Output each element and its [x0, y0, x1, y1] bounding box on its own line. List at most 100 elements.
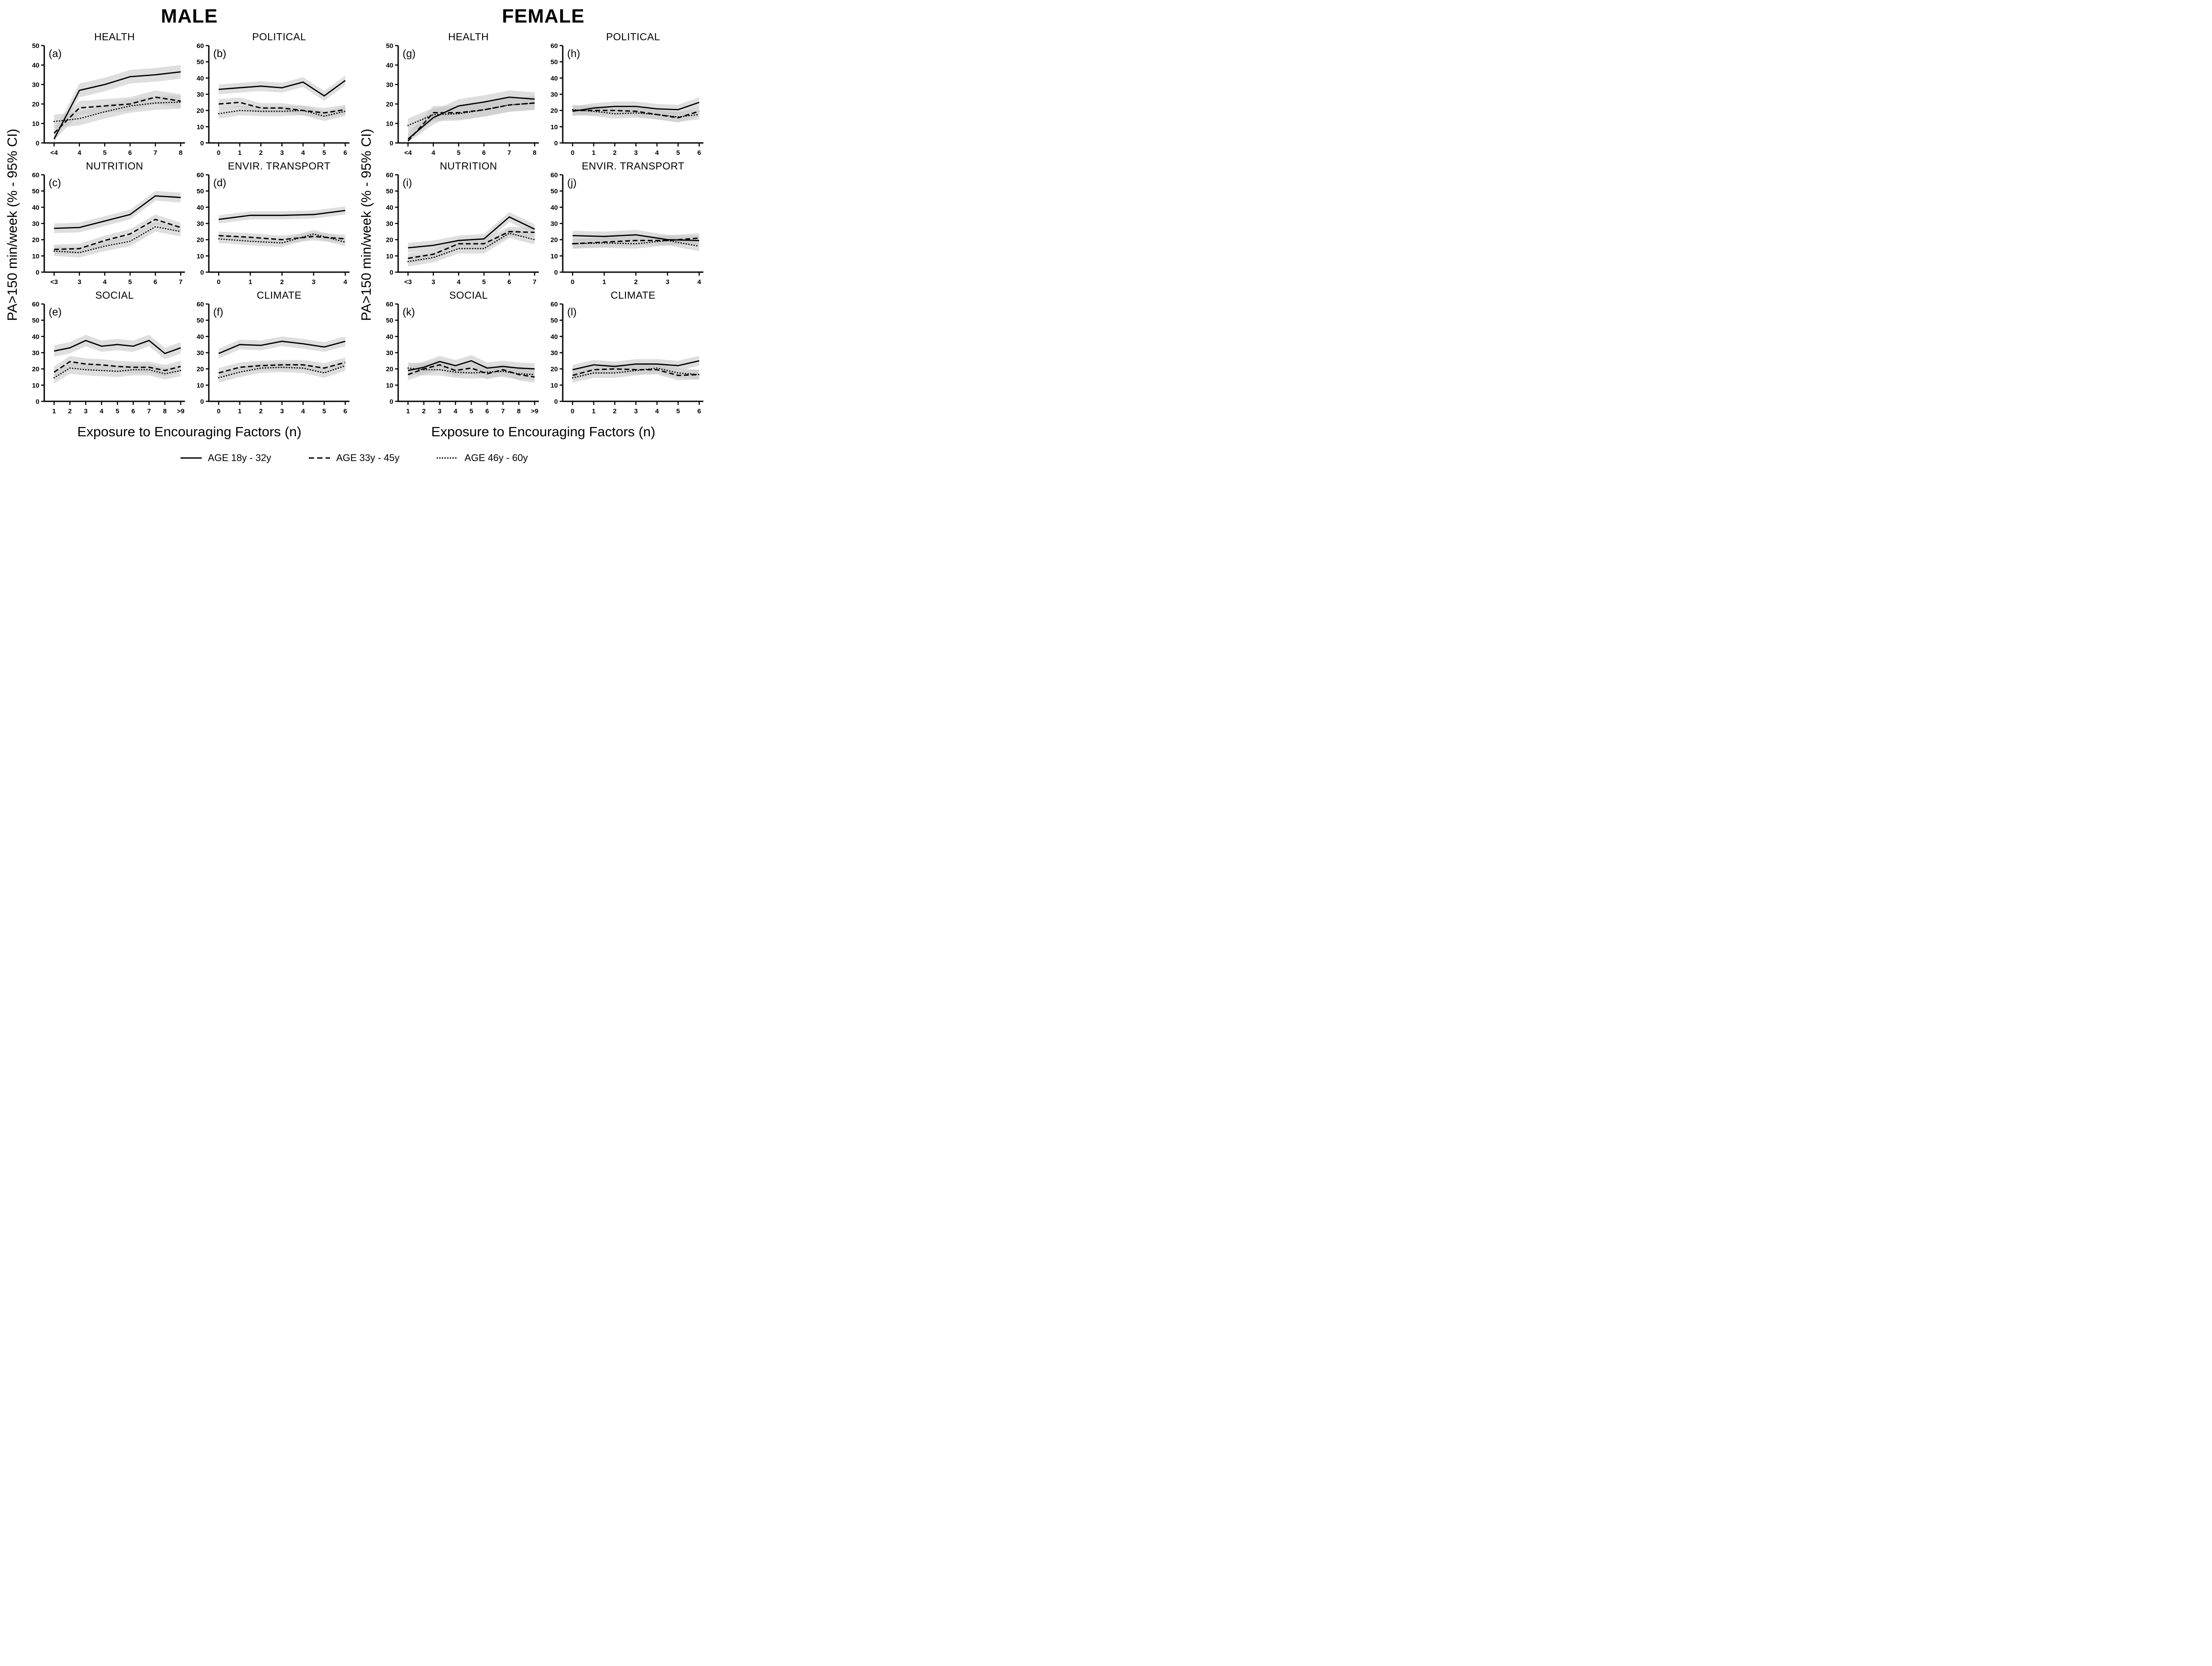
- y-tick-label: 0: [36, 269, 39, 277]
- panel-letter: (f): [213, 306, 223, 318]
- x-tick-label: 2: [634, 278, 637, 286]
- y-tick-label: 30: [196, 91, 204, 99]
- x-tick-label: 2: [68, 408, 72, 415]
- x-tick-label: 5: [676, 149, 680, 157]
- x-tick-label: 4: [77, 149, 81, 157]
- plot-g: 0 10 20 30 40 50 <4 4 5 6 7 8 (g): [386, 43, 539, 157]
- y-tick-label: 10: [32, 120, 39, 128]
- plot-k: 0 10 20 30 40 50 60 1 2 3 4 5 6 7 8 >9 (k): [386, 301, 539, 415]
- legend-label: AGE 18y - 32y: [207, 452, 271, 463]
- y-tick-label: 20: [32, 366, 39, 373]
- legend-solid-line-icon: [180, 457, 202, 459]
- x-tick-label: 6: [343, 408, 347, 415]
- series-dashed-line: [54, 219, 181, 250]
- x-tick-label: 4: [343, 278, 347, 286]
- series-dashed-line: [572, 368, 699, 376]
- x-tick-label: 1: [52, 408, 56, 415]
- x-tick-label: 1: [603, 278, 606, 286]
- x-tick-label: 3: [634, 408, 637, 415]
- x-tick-label: 7: [507, 149, 511, 157]
- y-tick-label: 30: [32, 350, 39, 357]
- x-tick-label: 4: [431, 149, 435, 157]
- x-tick-label: 6: [131, 408, 135, 415]
- plot-h: 0 10 20 30 40 50 60 0 1 2 3 4 5 6 (h): [550, 43, 703, 157]
- x-tick-label: 6: [128, 149, 132, 157]
- plot-j: 0 10 20 30 40 50 60 0 1 2 3 4 (j): [550, 172, 703, 286]
- y-tick-label: 60: [386, 172, 393, 179]
- y-tick-label: 30: [196, 350, 204, 357]
- x-tick-label: 0: [571, 278, 574, 286]
- series-solid-line: [407, 360, 535, 371]
- x-tick-label: 6: [507, 278, 511, 286]
- x-tick-label: 0: [571, 408, 574, 415]
- x-tick-label: 8: [163, 408, 167, 415]
- x-tick-label: 2: [613, 408, 616, 415]
- panel-letter: (a): [49, 48, 61, 60]
- figure: MALE PA>150 min/week (% - 95% CI) Exposu…: [0, 0, 708, 470]
- x-tick-label: 6: [343, 149, 347, 157]
- x-tick-label: 2: [259, 149, 262, 157]
- x-tick-label: 4: [697, 278, 701, 286]
- panel-letter: (b): [213, 48, 226, 60]
- y-tick-label: 40: [32, 204, 39, 212]
- y-tick-label: 60: [196, 43, 204, 50]
- y-tick-label: 10: [386, 253, 393, 260]
- x-tick-label: 4: [457, 278, 461, 286]
- panel-d: ENVIR. TRANSPORT 0 10 20 30 40 50 60 0 1 2 3 4 (d): [189, 160, 354, 289]
- y-tick-label: 30: [550, 220, 558, 228]
- x-tick-label: 4: [453, 408, 457, 415]
- series-dotted-line: [407, 232, 535, 262]
- x-tick-label: 7: [501, 408, 505, 415]
- panel-title: SOCIAL: [449, 289, 488, 301]
- panel-k: SOCIAL 0 10 20 30 40 50 60 1 2 3 4 5 6 7 8 >9 (k): [379, 289, 543, 419]
- series-dotted-line: [53, 101, 181, 123]
- male-group-title: MALE: [161, 5, 218, 27]
- series-dotted-line: [572, 367, 700, 379]
- y-tick-label: 10: [550, 253, 558, 260]
- x-tick-label: 6: [154, 278, 157, 286]
- panel-c: NUTRITION 0 10 20 30 40 50 60 <3 3 4 5 6 7 (c): [25, 160, 189, 289]
- y-tick-label: 10: [196, 382, 204, 389]
- y-tick-label: 60: [386, 301, 393, 308]
- legend-item-solid: AGE 18y - 32y: [180, 452, 271, 464]
- y-tick-label: 30: [32, 220, 39, 228]
- panel-l: CLIMATE 0 10 20 30 40 50 60 0 1 2 3 4 5 6 (l): [543, 289, 708, 419]
- y-tick-label: 0: [390, 140, 393, 147]
- plot-a: 0 10 20 30 40 50 <4 4 5 6 7 8 (a): [32, 43, 185, 157]
- y-tick-label: 0: [390, 269, 393, 277]
- y-tick-label: 50: [32, 317, 39, 324]
- y-tick-label: 20: [550, 107, 558, 115]
- confidence-band: [219, 105, 346, 121]
- panel-letter: (h): [567, 48, 580, 60]
- plot-f: 0 10 20 30 40 50 60 0 1 2 3 4 5 6 (f): [196, 301, 349, 415]
- y-tick-label: 10: [196, 123, 204, 131]
- x-tick-label: 0: [571, 149, 574, 157]
- x-tick-label: 8: [533, 149, 536, 157]
- confidence-band: [219, 336, 346, 358]
- x-tick-label: 1: [249, 278, 252, 286]
- series-dashed-line: [219, 101, 346, 114]
- x-tick-label: 7: [179, 278, 182, 286]
- series-dashed-line: [54, 361, 181, 373]
- series-solid-line: [219, 210, 346, 220]
- x-tick-label: 3: [280, 149, 284, 157]
- legend-dotted-line-icon: [437, 457, 459, 459]
- y-tick-label: 0: [554, 269, 558, 277]
- series-solid-line: [572, 102, 699, 112]
- female-group-title: FEMALE: [502, 5, 585, 27]
- panel-g: HEALTH 0 10 20 30 40 50 <4 4 5 6 7 8 (g): [379, 31, 543, 160]
- y-tick-label: 30: [386, 350, 393, 357]
- panel-letter: (j): [567, 177, 576, 189]
- series-solid-line: [219, 80, 346, 97]
- x-tick-label: 7: [533, 278, 536, 286]
- x-tick-label: 3: [431, 278, 435, 286]
- x-tick-label: 6: [482, 149, 486, 157]
- panel-letter: (e): [49, 306, 61, 318]
- panel-title: CLIMATE: [611, 289, 656, 301]
- y-tick-label: 50: [32, 188, 39, 195]
- series-dashed-line: [218, 362, 346, 374]
- panel-a: HEALTH 0 10 20 30 40 50 <4 4 5 6 7 8 (a): [25, 31, 189, 160]
- y-tick-label: 0: [554, 398, 558, 406]
- x-tick-label: 1: [238, 149, 242, 157]
- y-tick-label: 0: [36, 398, 39, 406]
